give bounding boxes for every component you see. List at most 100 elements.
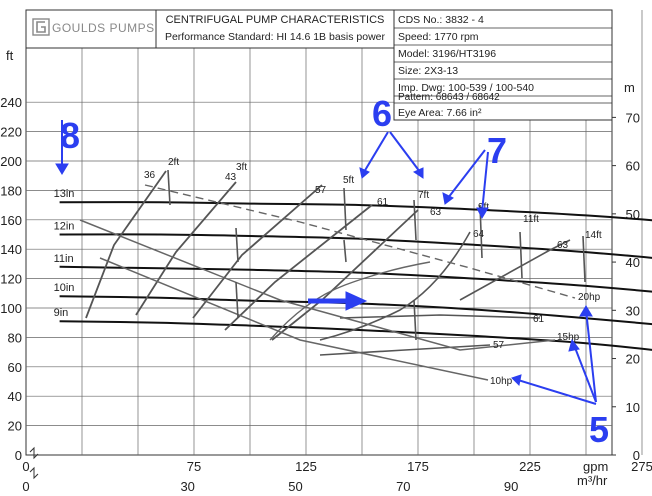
arrow-7b-head [476,207,489,220]
y-tick-label: 180 [0,183,22,198]
efficiency-curve-43 [135,181,237,316]
impeller-label: 9in [54,307,69,319]
pattern-number: Pattern: 68643 / 68642 [398,92,500,103]
tick-labels: 0 20 40 60 80 100 120 140 160 180 200 220 240 0 7 5 125 1… [0,95,652,494]
impeller-label: 13in [54,188,75,200]
x-tick-label: 225 [519,459,541,474]
pump-speed: Speed: 1770 rpm [398,31,479,43]
goulds-logo: GOULDS PUMPS [32,18,155,36]
efficiency-curve-63b [459,239,571,301]
max-diameter-dashed [144,184,576,299]
y-tick-label: 220 [0,125,22,140]
x2-tick-label: 90 [504,479,518,494]
head-curve-11in [59,265,652,293]
axis-break-y [29,446,39,460]
annotation-5: 5 [589,409,609,450]
efficiency-curve-64 [319,231,471,341]
y-tick-label: 20 [8,419,22,434]
y-tick-label: 40 [8,389,22,404]
arrow-5c-shaft [517,379,597,405]
curve-label: 57 [493,340,505,351]
efficiency-curve-57 [192,184,323,319]
title-cell [155,9,395,49]
x2-tick-label: 70 [396,479,410,494]
arrow-6b-shaft [389,131,421,173]
arrow-7b-shaft [481,151,489,213]
bottom-axis-unit-gpm: gpm [583,459,608,474]
head-curve-10in [59,295,652,326]
npsh-marker [413,199,417,241]
curve-label: 64 [473,229,485,240]
curve-label: 63 [430,207,442,218]
cds-number: CDS No.: 3832 - 4 [398,14,484,26]
curve-label: 11ft [523,214,539,225]
y-tick-label: 60 [8,360,22,375]
right-axis-unit: m [624,80,635,95]
head-curve-12in [59,233,652,259]
arrow-6a-shaft [363,131,389,173]
x2-tick-label: 50 [288,479,302,494]
axis-break-x [29,466,39,480]
y2-tick-label: 30 [626,303,640,318]
header-title: CENTRIFUGAL PUMP CHARACTERISTICS [166,14,385,26]
impeller-label: 11in [54,253,74,265]
curve-label: 5ft [343,175,354,186]
x2-tick-label: 30 [180,479,194,494]
y2-tick-label: 60 [626,159,640,174]
impeller-drawing: Imp. Dwg: 100-539 / 100-540 [398,82,534,94]
curve-label: 57 [315,185,327,196]
x-tick-label: 275 [631,459,652,474]
npsh-marker [235,281,239,319]
power-curve-15hp [79,219,556,351]
impeller-label: 12in [54,221,75,233]
y2-tick-label: 10 [626,400,640,415]
logo-text: GOULDS PUMPS [52,21,155,35]
npsh-marker [413,299,417,341]
bottom-axis-unit-m3hr: m³/hr [577,473,608,488]
curve-label: 2ft [168,157,179,168]
arrow-6b-head [412,167,424,179]
annotation-7: 7 [487,130,507,171]
x-tick-label: 125 [295,459,317,474]
curve-label: 61 [377,197,389,208]
arrow-5a-head [579,305,593,317]
curve-label: 3ft [236,162,247,173]
curve-label: 15hp [557,332,580,343]
efficiency-curve-36 [85,170,167,319]
arrow-5c-head [511,374,522,387]
annotation-6: 6 [372,93,392,134]
y-tick-label: 100 [0,301,22,316]
pump-model: Model: 3196/HT3196 [398,48,496,60]
y-tick-label: 160 [0,213,22,228]
arrow-7a-head [442,192,454,205]
y-tick-label: 120 [0,272,22,287]
x-tick-label: 0 [22,459,29,474]
header-block: GOULDS PUMPS CENTRIFUGAL PUMP CHARACTERI… [25,9,613,121]
y-tick-label: 200 [0,154,22,169]
npsh-marker [235,227,239,263]
curve-label: 20hp [578,292,601,303]
eye-area: Eye Area: 7.66 in² [398,107,482,119]
efficiency-curve-61b [339,314,541,319]
y-tick-label: 240 [0,95,22,110]
arrow-6a-head [359,167,370,179]
npsh-marker [519,231,523,279]
impeller-label: 10in [54,282,75,294]
arrow-5a-shaft [585,309,597,403]
arrow-7a-shaft [447,149,486,199]
y2-tick-label: 20 [626,352,640,367]
logo-cell [25,9,157,49]
y-tick-label: 0 [15,448,22,463]
annotations: 8 6 7 5 [55,93,609,450]
y2-tick-label: 40 [626,255,640,270]
y-tick-label: 80 [8,330,22,345]
npsh-marker [343,239,347,263]
curve-label: 7ft [418,190,429,201]
y-tick-label: 140 [0,242,22,257]
efficiency-curve-61 [224,204,373,331]
y2-tick-label: 70 [626,110,640,125]
curve-label: 36 [144,170,156,181]
curve-label: 63 [557,240,569,251]
efficiency-curve-57b [319,344,491,356]
